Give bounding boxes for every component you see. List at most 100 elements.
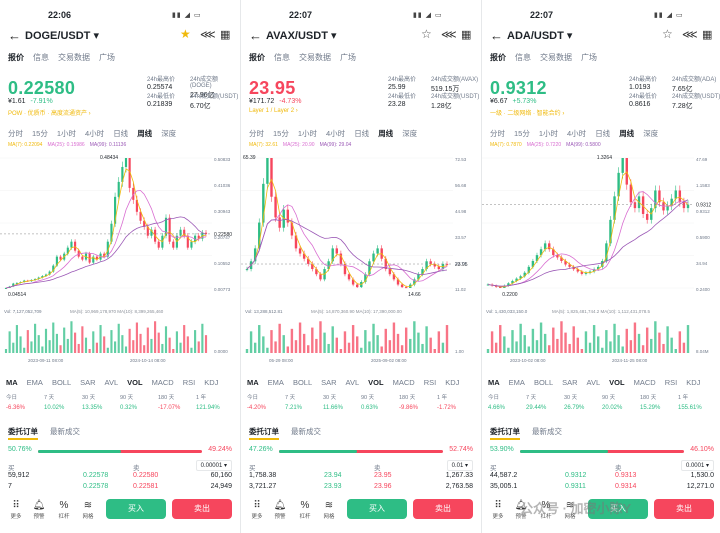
orderbook-row[interactable]: 7 0.22578 0.22581 24,949 [8, 483, 232, 493]
sell-button[interactable]: 卖出 [172, 499, 232, 519]
timeframe-0[interactable]: 分时 [490, 129, 505, 138]
precision-select[interactable]: 0.0001 ▾ [680, 460, 714, 471]
tag-links[interactable]: 一级 · 二级网络 · 智能合约 › [490, 111, 565, 117]
timeframe-1[interactable]: 15分 [32, 129, 48, 138]
buy-button[interactable]: 买入 [106, 499, 166, 519]
tab-3[interactable]: 广场 [581, 53, 597, 62]
orderbook-row[interactable]: 59,912 0.22578 0.22580 60,160 [8, 472, 232, 482]
timeframe-6[interactable]: 深度 [402, 129, 418, 138]
indicator-ema[interactable]: EMA [26, 378, 43, 387]
precision-select[interactable]: 0.00001 ▾ [195, 460, 232, 471]
orderbook-tab-0[interactable]: 委托订单 [490, 427, 520, 440]
indicator-boll[interactable]: BOLL [533, 378, 554, 387]
indicator-boll[interactable]: BOLL [51, 378, 72, 387]
indicator-avl[interactable]: AVL [586, 378, 601, 387]
tag-links[interactable]: Layer 1 / Layer 2 › [249, 108, 298, 114]
more-button[interactable]: ⠿ 更多 [488, 500, 508, 520]
timeframe-3[interactable]: 4小时 [85, 129, 105, 138]
indicator-ma[interactable]: MA [247, 378, 259, 387]
grid-button[interactable]: ≋ 网格 [78, 500, 98, 520]
sell-button[interactable]: 卖出 [413, 499, 473, 519]
favorite-star-icon[interactable]: ☆ [421, 27, 432, 41]
sell-button[interactable]: 卖出 [654, 499, 714, 519]
layout-grid-icon[interactable]: ▦ [702, 29, 713, 41]
timeframe-5[interactable]: 周线 [378, 129, 394, 138]
timeframe-6[interactable]: 深度 [161, 129, 177, 138]
tag-links[interactable]: POW · 优质币 · 高度流通资产 › [8, 111, 91, 117]
timeframe-3[interactable]: 4小时 [326, 129, 346, 138]
tab-1[interactable]: 信息 [33, 53, 49, 62]
timeframe-2[interactable]: 1小时 [538, 129, 559, 138]
layout-grid-icon[interactable]: ▦ [220, 29, 231, 41]
indicator-avl[interactable]: AVL [345, 378, 360, 387]
precision-select[interactable]: 0.01 ▾ [446, 460, 473, 471]
timeframe-5[interactable]: 周线 [137, 129, 153, 138]
indicator-rsi[interactable]: RSI [423, 378, 437, 387]
candlestick-chart[interactable]: 0.22580 0.48434 0.04514 0.50833 0.41036 0.309… [0, 148, 240, 368]
tab-3[interactable]: 广场 [99, 53, 115, 62]
pair-selector[interactable]: AVAX/USDT ▾ [266, 30, 337, 42]
grid-button[interactable]: ≋ 网格 [560, 500, 580, 520]
tab-0[interactable]: 报价 [8, 53, 24, 62]
tab-2[interactable]: 交易数据 [299, 53, 331, 62]
orderbook-tab-1[interactable]: 最新成交 [532, 427, 562, 436]
indicator-macd[interactable]: MACD [392, 378, 415, 387]
orderbook-row[interactable]: 44,587.2 0.9312 0.9313 1,530.0 [490, 472, 714, 482]
timeframe-5[interactable]: 周线 [619, 129, 635, 138]
alert-button[interactable]: 🔔︎ 预警 [511, 500, 531, 520]
orderbook-row[interactable]: 35,005.1 0.9311 0.9314 12,271.0 [490, 483, 714, 493]
indicator-macd[interactable]: MACD [151, 378, 174, 387]
favorite-star-icon[interactable]: ☆ [662, 27, 673, 41]
pair-selector[interactable]: ADA/USDT ▾ [507, 30, 573, 42]
indicator-ema[interactable]: EMA [267, 378, 284, 387]
favorite-star-icon[interactable]: ★ [180, 27, 191, 41]
back-arrow-icon[interactable]: ← [8, 28, 21, 43]
tab-0[interactable]: 报价 [249, 53, 265, 62]
timeframe-0[interactable]: 分时 [249, 129, 264, 138]
candlestick-chart[interactable]: 0.9312 1.3264 0.2200 47.69 1.1583 0.9312 0.590… [482, 148, 720, 368]
orderbook-row[interactable]: 1,758.38 23.94 23.95 1,267.33 [249, 472, 473, 482]
indicator-macd[interactable]: MACD [633, 378, 656, 387]
timeframe-0[interactable]: 分时 [8, 129, 23, 138]
share-icon[interactable]: ⋘ [441, 29, 457, 41]
alert-button[interactable]: 🔔︎ 预警 [29, 500, 49, 520]
pair-selector[interactable]: DOGE/USDT ▾ [25, 30, 99, 42]
orderbook-tab-1[interactable]: 最新成交 [50, 427, 80, 436]
indicator-sar[interactable]: SAR [80, 378, 96, 387]
leverage-button[interactable]: % 杠杆 [54, 500, 74, 520]
orderbook-tab-0[interactable]: 委托订单 [249, 427, 279, 440]
alert-button[interactable]: 🔔︎ 预警 [270, 500, 290, 520]
indicator-vol[interactable]: VOL [127, 378, 143, 387]
share-icon[interactable]: ⋘ [682, 29, 698, 41]
indicator-avl[interactable]: AVL [104, 378, 119, 387]
indicator-kdj[interactable]: KDJ [686, 378, 701, 387]
indicator-ema[interactable]: EMA [508, 378, 525, 387]
indicator-sar[interactable]: SAR [321, 378, 337, 387]
tab-0[interactable]: 报价 [490, 53, 506, 62]
tab-2[interactable]: 交易数据 [58, 53, 90, 62]
timeframe-2[interactable]: 1小时 [297, 129, 318, 138]
tab-1[interactable]: 信息 [515, 53, 531, 62]
layout-grid-icon[interactable]: ▦ [461, 29, 472, 41]
tab-1[interactable]: 信息 [274, 53, 290, 62]
timeframe-6[interactable]: 深度 [643, 129, 659, 138]
buy-button[interactable]: 买入 [347, 499, 407, 519]
back-arrow-icon[interactable]: ← [249, 28, 262, 43]
timeframe-4[interactable]: 日线 [354, 129, 370, 138]
timeframe-1[interactable]: 15分 [514, 129, 530, 138]
indicator-rsi[interactable]: RSI [664, 378, 678, 387]
indicator-boll[interactable]: BOLL [292, 378, 313, 387]
timeframe-4[interactable]: 日线 [595, 129, 611, 138]
tab-3[interactable]: 广场 [340, 53, 356, 62]
indicator-vol[interactable]: VOL [368, 378, 384, 387]
leverage-button[interactable]: % 杠杆 [536, 500, 556, 520]
indicator-ma[interactable]: MA [488, 378, 500, 387]
orderbook-tab-1[interactable]: 最新成交 [291, 427, 321, 436]
share-icon[interactable]: ⋘ [200, 29, 216, 41]
back-arrow-icon[interactable]: ← [490, 28, 503, 43]
grid-button[interactable]: ≋ 网格 [319, 500, 339, 520]
indicator-vol[interactable]: VOL [609, 378, 625, 387]
leverage-button[interactable]: % 杠杆 [295, 500, 315, 520]
indicator-rsi[interactable]: RSI [182, 378, 196, 387]
indicator-kdj[interactable]: KDJ [204, 378, 219, 387]
